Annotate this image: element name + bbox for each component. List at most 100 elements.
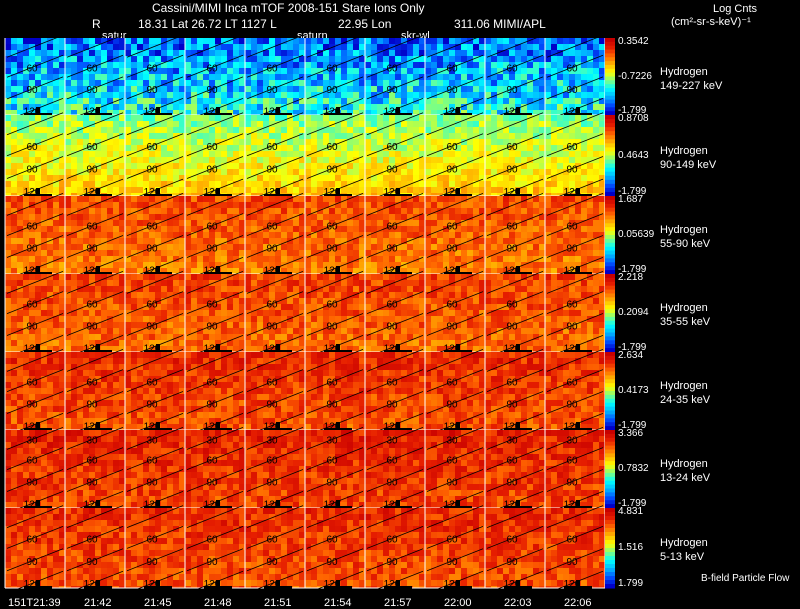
colorbar-max-value: 2.634: [618, 350, 644, 361]
contour-label: 90: [326, 557, 338, 568]
contour-label: 60: [26, 456, 38, 467]
band-energy-label: 24-35 keV: [660, 394, 711, 406]
contour-label: 60: [446, 63, 458, 74]
contour-label: 120: [564, 265, 581, 276]
contour-label: 90: [86, 164, 98, 175]
contour-label: 60: [326, 142, 338, 153]
contour-label: 60: [266, 142, 278, 153]
contour-label: 90: [566, 321, 578, 332]
contour-label: 120: [84, 343, 101, 354]
contour-label: 120: [144, 579, 161, 590]
time-tick-label: 21:42: [84, 597, 112, 609]
contour-label: 120: [384, 579, 401, 590]
colorbar-max-value: 4.831: [618, 506, 644, 517]
contour-label: 60: [326, 63, 338, 74]
colorbar-0: [605, 38, 615, 116]
contour-label: 60: [566, 300, 578, 311]
contour-label: 60: [26, 142, 38, 153]
contour-label: 90: [26, 85, 38, 96]
contour-label: 60: [146, 378, 158, 389]
contour-label: 60: [506, 456, 518, 467]
contour-label: 120: [384, 343, 401, 354]
contour-label: 60: [86, 378, 98, 389]
boundary-marker: [204, 580, 232, 596]
header-tail-info: 311.06 MIMI/APL: [454, 17, 546, 31]
contour-label: 60: [386, 378, 398, 389]
contour-label: 120: [84, 499, 101, 510]
contour-label: 90: [146, 85, 158, 96]
contour-label: 90: [26, 557, 38, 568]
units-subtitle: (cm²-sr-s-keV)⁻¹: [671, 16, 751, 28]
colorbar-max-value: 0.3542: [618, 36, 649, 47]
contour-label: 90: [146, 477, 158, 488]
time-tick-label: 151T21:39: [8, 597, 61, 609]
contour-label: 60: [146, 142, 158, 153]
contour-label: 60: [26, 534, 38, 545]
contour-label: 90: [326, 85, 338, 96]
contour-label: 90: [146, 399, 158, 410]
contour-label: 120: [384, 265, 401, 276]
contour-label: 120: [24, 579, 41, 590]
colorbar-5: [605, 430, 615, 509]
contour-label: 90: [446, 321, 458, 332]
contour-label: 60: [506, 300, 518, 311]
contour-label: 60: [266, 222, 278, 233]
header-lon-info: 22.95 Lon: [338, 17, 392, 31]
band-energy-label: 5-13 keV: [660, 551, 705, 563]
contour-label: 120: [24, 421, 41, 432]
contour-label: 90: [266, 399, 278, 410]
contour-label: 90: [386, 321, 398, 332]
band-species-label: Hydrogen: [660, 537, 708, 549]
contour-label: 30: [146, 435, 158, 446]
time-tick-label: 22:06: [564, 597, 592, 609]
contour-label: 60: [566, 222, 578, 233]
contour-label: 90: [86, 477, 98, 488]
contour-label: 60: [26, 300, 38, 311]
contour-label: 120: [144, 421, 161, 432]
contour-label: 60: [266, 534, 278, 545]
contour-label: 120: [264, 421, 281, 432]
contour-label: 90: [506, 243, 518, 254]
contour-label: 120: [204, 579, 221, 590]
contour-label: 90: [446, 557, 458, 568]
contour-label: 30: [386, 435, 398, 446]
contour-label: 120: [84, 187, 101, 198]
contour-label: 120: [24, 106, 41, 117]
colorbar-mid-value: 0.7832: [618, 463, 649, 474]
contour-label: 90: [326, 164, 338, 175]
contour-label: 30: [26, 435, 38, 446]
contour-label: 120: [504, 343, 521, 354]
contour-label: 60: [86, 63, 98, 74]
contour-label: 90: [26, 477, 38, 488]
contour-label: 90: [146, 164, 158, 175]
contour-label: 60: [566, 63, 578, 74]
contour-label: 60: [386, 142, 398, 153]
time-tick-label: 21:45: [144, 597, 172, 609]
contour-label: 120: [324, 106, 341, 117]
contour-label: 120: [324, 579, 341, 590]
contour-label: 120: [324, 421, 341, 432]
time-tick-label: 21:51: [264, 597, 292, 609]
colorbar-min-value: 1.799: [618, 578, 644, 589]
contour-label: 120: [444, 343, 461, 354]
contour-label: 90: [506, 557, 518, 568]
contour-label: 120: [504, 187, 521, 198]
contour-label: 60: [206, 142, 218, 153]
band-species-label: Hydrogen: [660, 224, 708, 236]
contour-label: 60: [386, 63, 398, 74]
contour-label: 60: [446, 222, 458, 233]
contour-label: 60: [26, 222, 38, 233]
band-species-label: Hydrogen: [660, 65, 708, 78]
contour-label: 60: [206, 378, 218, 389]
boundary-marker: [84, 580, 112, 596]
contour-label: 60: [26, 63, 38, 74]
boundary-marker: [24, 580, 52, 596]
band-species-label: Hydrogen: [660, 144, 708, 157]
contour-label: 90: [266, 85, 278, 96]
contour-label: 120: [444, 106, 461, 117]
contour-label: 90: [446, 85, 458, 96]
contour-label: 90: [386, 85, 398, 96]
colorbar-min-value: -1.799: [618, 264, 647, 275]
contour-label: 60: [326, 534, 338, 545]
